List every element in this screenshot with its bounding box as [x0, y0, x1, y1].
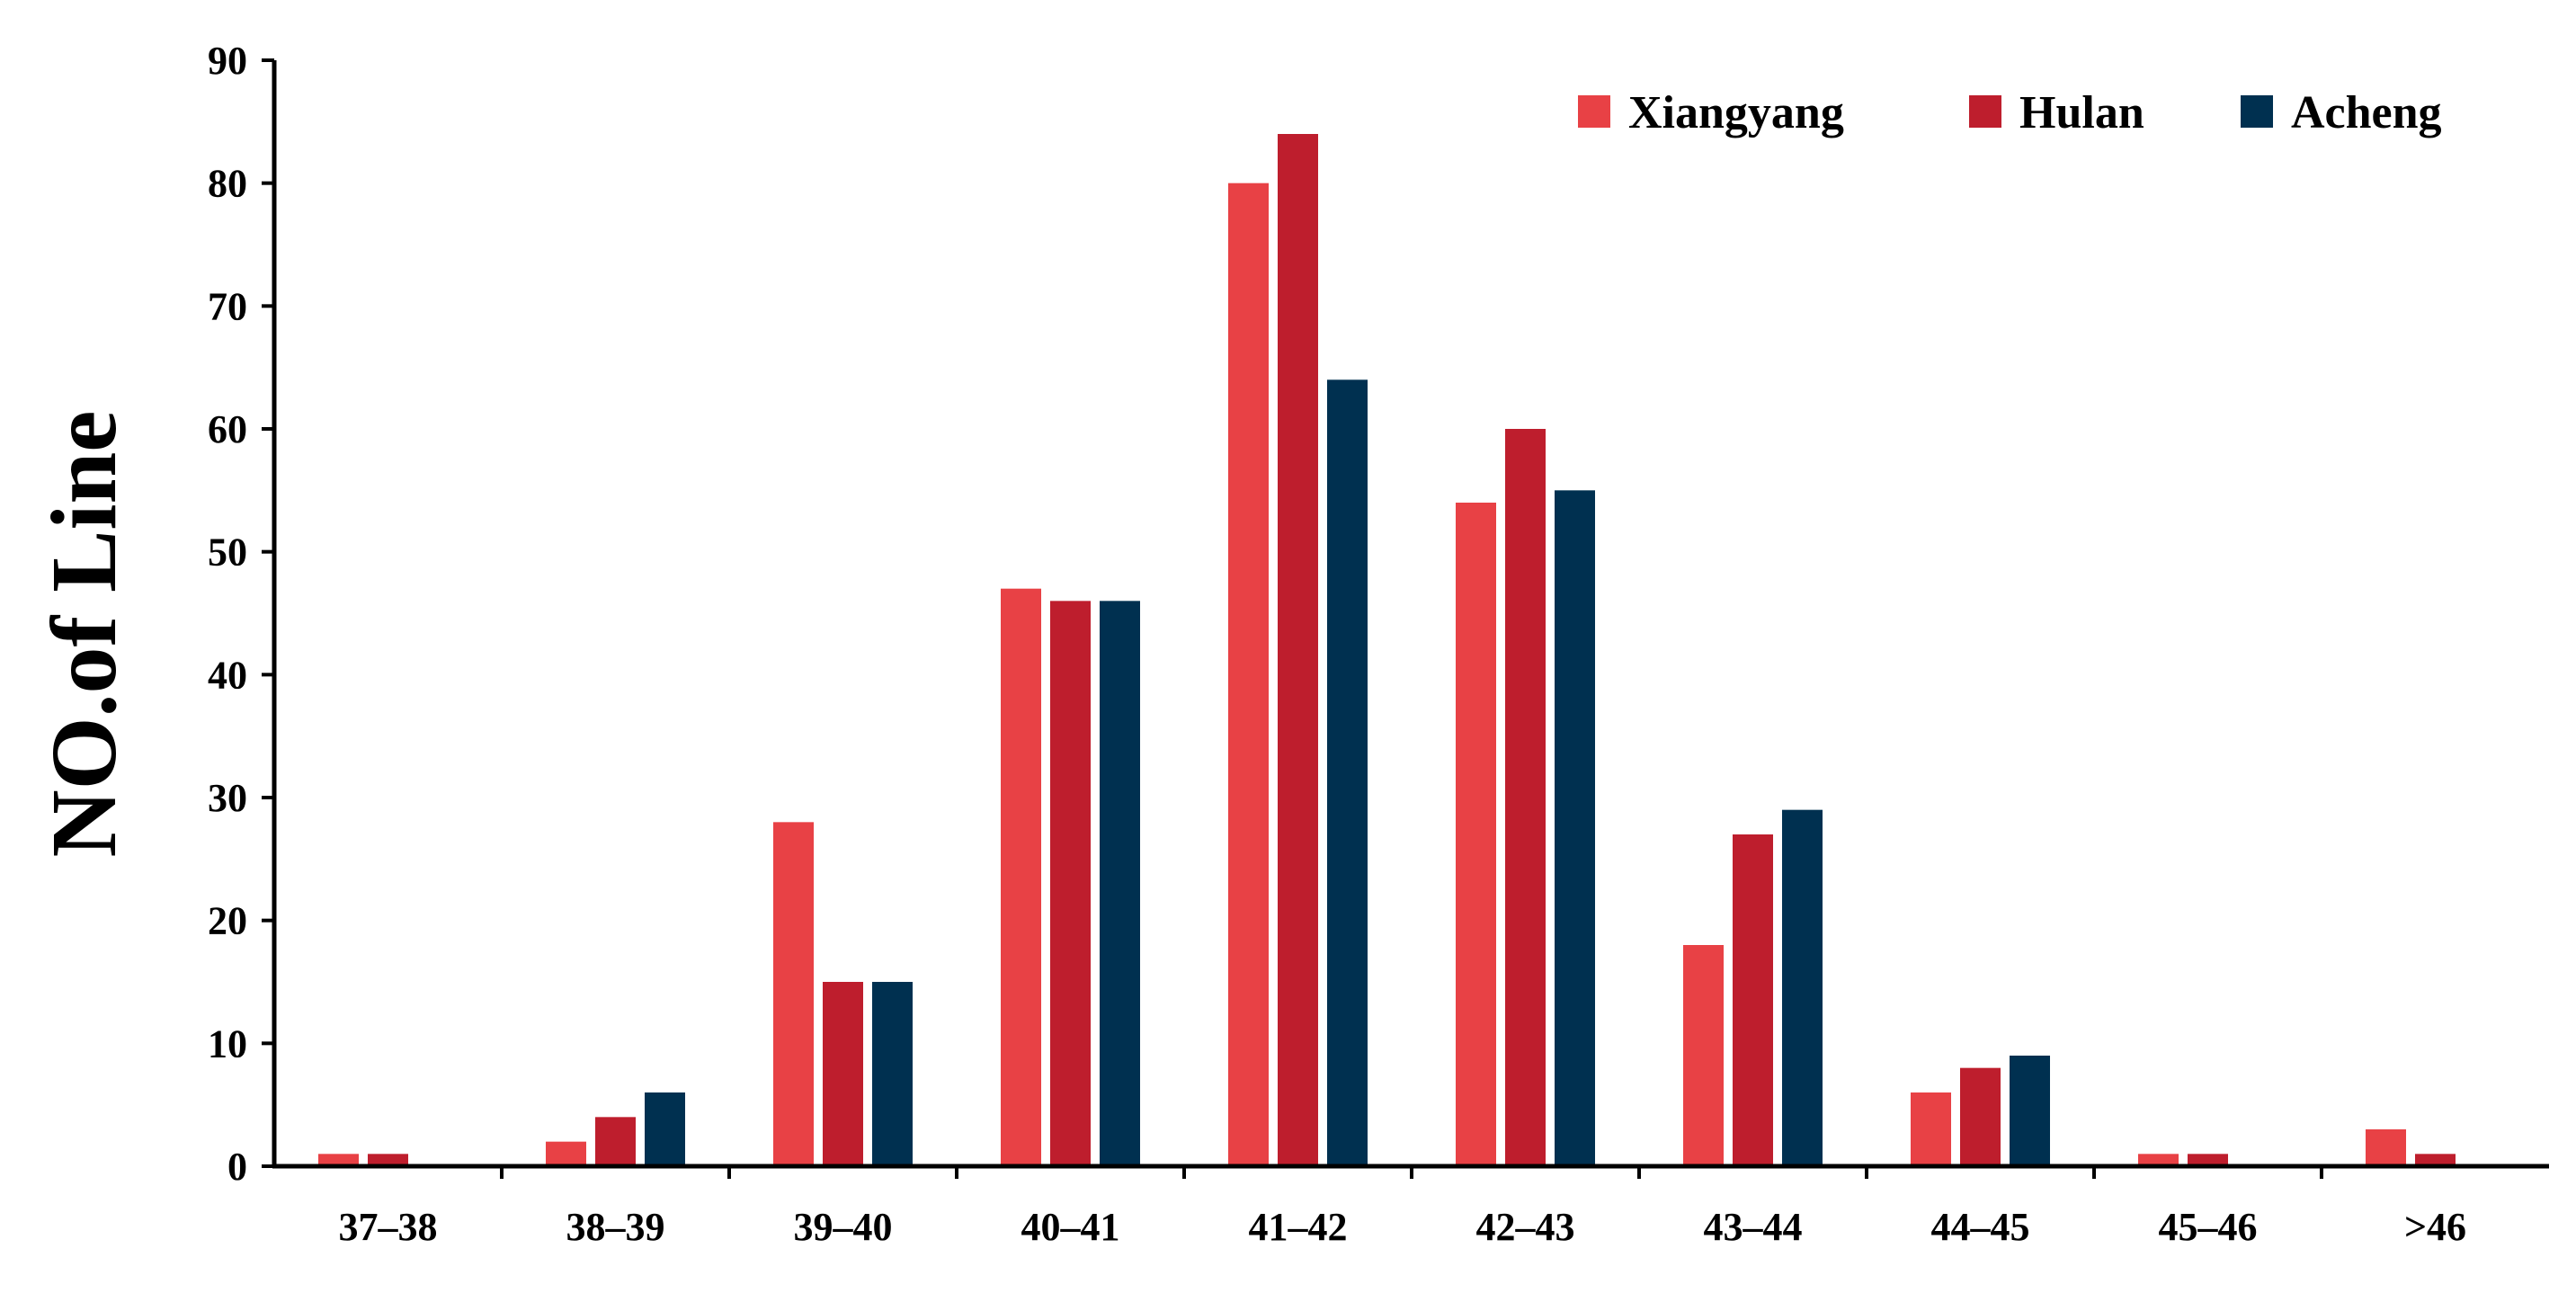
bar-xiangyang-4 [1228, 183, 1269, 1167]
legend-swatch-hulan [1969, 95, 2001, 128]
y-tick-label: 60 [208, 407, 247, 451]
bar-hulan-0 [368, 1154, 408, 1166]
bar-acheng-7 [2010, 1056, 2050, 1166]
bar-xiangyang-3 [1001, 588, 1041, 1166]
y-tick-label: 20 [208, 899, 247, 943]
legend-label-xiangyang: Xiangyang [1628, 87, 1844, 138]
y-tick-label: 40 [208, 653, 247, 697]
x-tick-label: 41–42 [1249, 1205, 1348, 1249]
x-tick-label: 39–40 [794, 1205, 893, 1249]
legend-swatch-acheng [2241, 95, 2273, 128]
bar-hulan-6 [1733, 834, 1773, 1166]
bars [318, 134, 2456, 1167]
y-tick-label: 30 [208, 776, 247, 820]
bar-acheng-1 [645, 1092, 685, 1166]
x-tick-label: 44–45 [1931, 1205, 2030, 1249]
bar-acheng-4 [1327, 379, 1368, 1166]
x-tick-label: 38–39 [566, 1205, 665, 1249]
y-tick-label: 90 [208, 39, 247, 83]
x-tick-label: 45–46 [2159, 1205, 2258, 1249]
bar-xiangyang-5 [1456, 503, 1496, 1166]
bar-acheng-3 [1100, 601, 1140, 1166]
bar-hulan-4 [1278, 134, 1318, 1166]
bar-acheng-2 [872, 982, 913, 1166]
bar-acheng-5 [1555, 490, 1595, 1166]
x-tick-label: 40–41 [1021, 1205, 1120, 1249]
legend-label-acheng: Acheng [2291, 87, 2442, 138]
bar-hulan-5 [1505, 429, 1546, 1166]
legend-label-hulan: Hulan [2019, 87, 2144, 138]
y-axis-label: NO.of Line [32, 411, 136, 858]
bar-xiangyang-2 [773, 822, 814, 1166]
bar-hulan-9 [2415, 1154, 2456, 1166]
bar-acheng-6 [1782, 809, 1823, 1166]
y-tick-label: 50 [208, 531, 247, 575]
x-tick-label: 37–38 [339, 1205, 438, 1249]
legend-swatch-xiangyang [1578, 95, 1610, 128]
y-tick-label: 0 [227, 1145, 247, 1189]
bar-xiangyang-8 [2138, 1154, 2179, 1166]
bar-hulan-1 [595, 1117, 636, 1166]
bar-hulan-2 [823, 982, 863, 1166]
axes: 37–38 38–39 39–40 40–41 41–42 42–43 43–44 44–45… [208, 39, 2549, 1249]
y-tick-label: 80 [208, 162, 247, 206]
y-tick-label: 10 [208, 1021, 247, 1066]
bar-xiangyang-6 [1683, 945, 1724, 1166]
bar-xiangyang-0 [318, 1154, 359, 1166]
bar-xiangyang-7 [1911, 1092, 1951, 1166]
bar-hulan-7 [1960, 1067, 2001, 1166]
bar-xiangyang-9 [2366, 1129, 2406, 1166]
x-tick-label: 43–44 [1704, 1205, 1803, 1249]
bar-xiangyang-1 [546, 1141, 586, 1166]
bar-hulan-8 [2188, 1154, 2228, 1166]
bar-hulan-3 [1050, 601, 1091, 1166]
x-tick-label: 42–43 [1476, 1205, 1575, 1249]
y-tick-label: 70 [208, 284, 247, 328]
x-tick-label: >46 [2404, 1205, 2466, 1249]
legend: Xiangyang Hulan Acheng [1578, 87, 2442, 138]
